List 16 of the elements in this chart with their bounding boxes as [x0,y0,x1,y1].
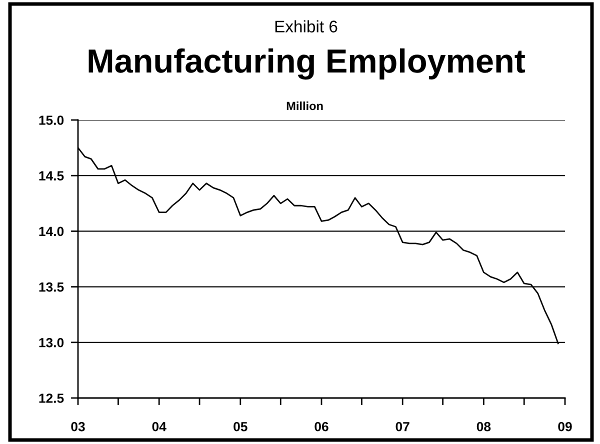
y-tick-label: 14.5 [39,171,64,181]
x-tick-label: 08 [476,422,491,432]
x-tick-label: 09 [558,422,572,432]
x-tick-label: 07 [396,422,410,432]
x-tick-label: 03 [71,422,85,432]
text: Exhibit 6 [275,20,338,32]
y-tick-label: 14.0 [39,226,64,236]
y-tick-label: 15.0 [39,116,64,125]
chart-title: Manufacturing Employment [88,48,526,80]
y-tick-label: 13.0 [39,338,64,348]
x-tick-label: 05 [234,422,248,432]
y-axis-title: Million [286,102,323,110]
y-tick-label: 12.5 [39,394,64,403]
x-tick-label: 06 [314,422,328,432]
y-tick-label: 13.5 [39,282,64,292]
x-tick-label: 04 [152,422,166,432]
